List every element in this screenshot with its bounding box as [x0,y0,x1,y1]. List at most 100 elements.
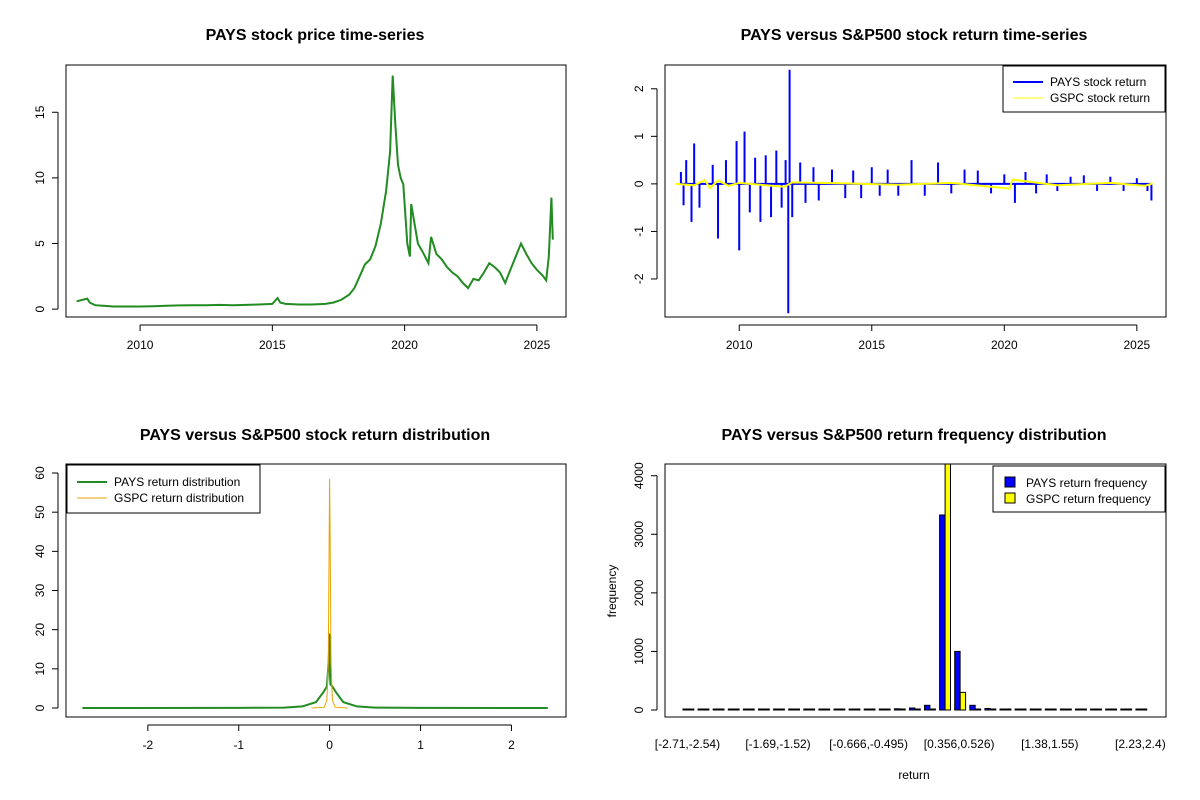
legend-swatch-gspc-frequency [1004,492,1016,504]
legend-label-gspc-return: GSPC stock return [1050,91,1150,105]
pays-frequency-bar [848,708,855,711]
pays-frequency-bar [818,708,825,711]
density-series [82,478,548,709]
gspc-frequency-bar [1080,708,1087,711]
price-x-tick-label: 2010 [127,338,154,352]
frequency-x-tick-label: [-2.71,-2.54) [655,737,720,751]
density-x-tick-label: 2 [508,738,515,752]
density-x-tick-label: -1 [233,738,244,752]
pays-frequency-bar [788,708,795,711]
density-plot-frame [65,463,567,718]
pays-frequency-bar [803,708,810,711]
gspc-density-line [311,478,348,709]
frequency-ylabel: frequency [605,565,619,618]
pays-frequency-bar [742,708,750,711]
pays-frequency-bar [1090,708,1097,711]
gspc-frequency-bar [1125,708,1133,711]
legend-label-pays-density: PAYS return distribution [114,475,240,489]
density-x-tick-label: 1 [417,738,424,752]
gspc-frequency-bar [793,708,800,711]
returns-x-tick-label: 2025 [1123,338,1150,352]
gspc-frequency-bar [1050,708,1057,711]
frequency-y-tick-label: 0 [632,706,646,713]
density-y-tick-label: 40 [33,544,47,558]
pays-frequency-bar [682,708,689,711]
pays-frequency-bar [924,704,931,711]
pays-frequency-bar [712,708,720,711]
returns-y-tick-label: -1 [632,226,646,237]
gspc-frequency-bar [838,708,846,711]
gspc-frequency-bar [718,708,725,711]
frequency-x-tick-label: [-1.69,-1.52) [745,737,810,751]
pays-frequency-bar [833,708,840,711]
legend-swatch-pays-frequency [1004,476,1016,488]
frequency-x-tick-label: [2.23,2.4) [1115,737,1166,751]
frequency-legend-box [992,465,1166,513]
returns-y-tick-label: -2 [632,273,646,284]
returns-x-tick-label: 2020 [991,338,1018,352]
pays-frequency-bar [1014,708,1021,711]
gspc-frequency-bar [778,708,785,711]
returns-x-tick-label: 2010 [726,338,753,352]
gspc-frequency-bar [944,463,951,711]
returns-x-tick-label: 2015 [858,338,885,352]
gspc-frequency-bar [1065,708,1072,711]
frequency-x-tick-label: [1.38,1.55) [1021,737,1078,751]
returns-y-tick-label: 1 [632,133,646,140]
returns-title: PAYS versus S&P500 stock return time-ser… [741,27,1088,44]
frequency-x-tick-label: [-0.666,-0.495) [829,737,908,751]
price-x-tick-label: 2020 [391,338,418,352]
pays-frequency-bar [1044,708,1052,711]
pays-frequency-bar [939,514,946,711]
density-y-tick-label: 0 [33,704,47,711]
legend-label-gspc-density: GSPC return distribution [114,491,244,505]
pays-density-line [82,633,548,709]
price-y-tick-label: 10 [33,171,47,185]
price-x-tick-label: 2015 [259,338,286,352]
frequency-axes: 0 1000 2000 3000 4000 [-2.71,-2.54) [-1.69,-1.… [632,462,1166,751]
pays-frequency-bar [1120,708,1127,711]
density-panel: PAYS versus S&P500 stock return distribu… [33,427,567,752]
frequency-panel: PAYS versus S&P500 return frequency dist… [605,427,1167,782]
price-y-tick-label: 0 [33,305,47,312]
pays-frequency-bar [954,650,961,711]
pays-frequency-bar [863,708,871,711]
gspc-frequency-bar [1110,708,1117,711]
pays-frequency-bar [1059,708,1067,711]
frequency-title: PAYS versus S&P500 return frequency dist… [721,427,1106,444]
pays-frequency-bar [1075,708,1082,711]
density-legend-box [66,464,261,514]
gspc-frequency-bar [989,708,997,711]
gspc-frequency-bar [808,708,816,711]
gspc-frequency-bar [733,708,740,711]
frequency-y-tick-label: 3000 [632,521,646,548]
gspc-frequency-bar [1005,708,1012,711]
gspc-frequency-bar [899,708,906,711]
pays-frequency-bar [1105,708,1112,711]
returns-series [675,69,1153,314]
frequency-y-tick-label: 4000 [632,462,646,489]
price-line [76,75,554,308]
pays-frequency-bar [697,708,704,711]
gspc-frequency-bar [1095,708,1102,711]
returns-axes: 2010 2015 2020 2025 -2 -1 0 1 2 [632,85,1151,352]
frequency-bars [682,463,1148,711]
frequency-x-tick-label: [0.356,0.526) [924,737,995,751]
pays-frequency-bar [999,708,1006,711]
returns-plot-frame [664,64,1167,318]
pays-frequency-bar [969,704,976,711]
returns-legend: PAYS stock return GSPC stock return [1002,65,1166,113]
pays-frequency-bar [893,708,901,711]
price-panel: PAYS stock price time-series 2010 2015 202… [33,27,567,352]
gspc-frequency-bar [884,708,891,711]
returns-y-tick-label: 0 [632,180,646,187]
price-title: PAYS stock price time-series [206,27,425,44]
gspc-frequency-bar [1020,708,1027,711]
pays-frequency-bar [1135,708,1142,711]
density-x-tick-label: -2 [142,738,153,752]
returns-legend-box [1002,65,1166,113]
price-x-tick-label: 2025 [524,338,551,352]
gspc-frequency-bar [1140,708,1148,711]
